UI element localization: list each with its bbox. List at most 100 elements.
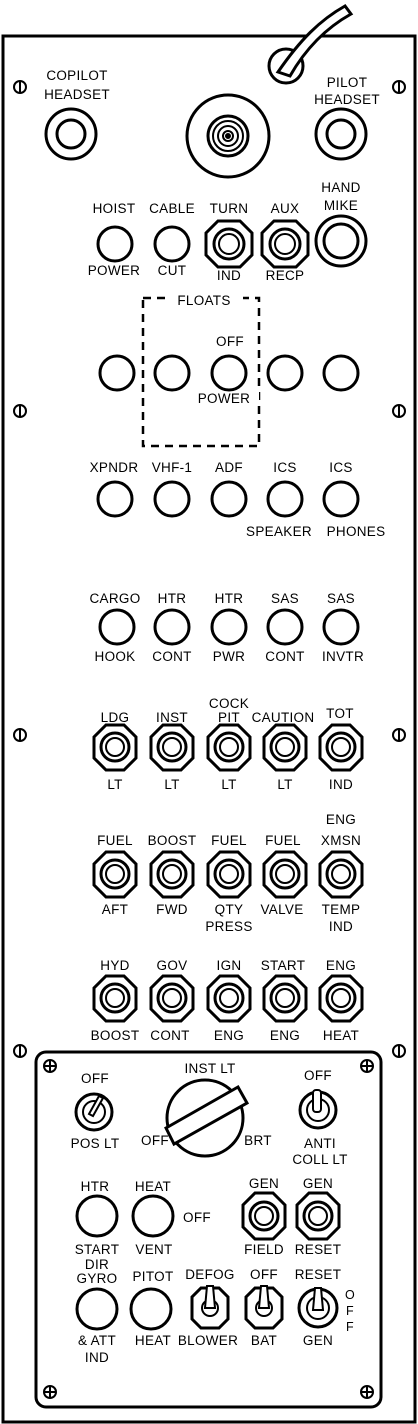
tot-ind-breaker[interactable] [318,723,364,772]
htr-pwr-breaker[interactable] [210,608,248,646]
breaker-blank-1[interactable] [98,354,136,392]
heat-label-2: HEAT [135,1333,171,1348]
heat-off-label: OFF [183,1210,211,1225]
cont-label-row7: CONT [150,1028,189,1043]
defog-blower-toggle[interactable] [190,1285,230,1330]
center-connector[interactable] [185,93,271,179]
gen-field-breaker[interactable] [241,1191,287,1241]
gyro-att-breaker[interactable] [75,1287,119,1331]
field-label: FIELD [244,1242,284,1257]
cock-label: COCK [209,696,249,711]
cable [267,4,354,85]
att-label: & ATT [78,1333,116,1348]
floats-breaker-1[interactable] [153,354,191,392]
ind-label-row6: IND [329,919,353,934]
hoist-power-breaker[interactable] [96,225,134,263]
boost-fwd-breaker[interactable] [149,850,195,899]
adf-breaker[interactable] [210,480,248,518]
valve-label: VALVE [260,902,303,917]
fuel-aft-breaker[interactable] [92,850,138,899]
cockpit-lt-breaker[interactable] [206,723,252,772]
xmsn-temp-breaker[interactable] [318,850,364,899]
floats-breaker-2[interactable] [210,354,248,392]
vhf-breaker[interactable] [153,480,191,518]
cont-label-1: CONT [152,649,191,664]
cont-label-2: CONT [265,649,304,664]
pitot-heat-breaker[interactable] [129,1287,173,1331]
cargo-hook-breaker[interactable] [98,608,136,646]
pilot-headset-jack[interactable] [314,107,368,161]
gen-label-1: GEN [249,1176,279,1191]
ics-label-1: ICS [273,460,296,475]
sas-cont-breaker[interactable] [266,608,304,646]
heat-vent-switch[interactable] [131,1194,175,1238]
heat-label-row7: HEAT [323,1028,359,1043]
ign-eng-breaker[interactable] [206,974,252,1023]
htr-start-breaker[interactable] [75,1194,119,1238]
gyro-label: GYRO [77,1271,118,1286]
cable-cut-breaker[interactable] [153,225,191,263]
breaker-blank-3[interactable] [322,354,360,392]
sas-invtr-breaker[interactable] [322,608,360,646]
ics-speaker-breaker[interactable] [266,480,304,518]
floats-off: OFF [216,334,244,349]
gov-label: GOV [157,958,188,973]
turn-ind-breaker[interactable] [204,219,254,269]
copilot-label-2: HEADSET [44,87,110,102]
hand-mike-jack[interactable] [314,214,368,268]
anti-coll-toggle[interactable] [298,1089,338,1130]
aux-recp-breaker[interactable] [260,219,310,269]
inst-lt-breaker[interactable] [149,723,195,772]
lt-label-1: LT [107,777,122,792]
ind-label-lower: IND [85,1350,109,1365]
start-eng-breaker[interactable] [262,974,308,1023]
caution-label: CAUTION [252,710,315,725]
heat-label-lower: HEAT [135,1179,171,1194]
pos-lt-toggle[interactable] [74,1092,114,1132]
bat-toggle[interactable] [244,1285,284,1330]
mike-label: MIKE [324,198,358,213]
copilot-headset-jack[interactable] [44,107,98,161]
sas-label-2: SAS [327,591,355,606]
xmsn-label: XMSN [321,833,361,848]
fuel-label-3: FUEL [265,833,301,848]
speaker-label: SPEAKER [246,524,312,539]
boost-label: BOOST [148,833,197,848]
recp-label: RECP [266,268,305,283]
gen-reset-breaker[interactable] [295,1191,341,1241]
fuel-valve-breaker[interactable] [262,850,308,899]
eng-heat-breaker[interactable] [318,974,364,1023]
inst-lt-knob[interactable] [164,1078,250,1158]
octagon-breakers-gen [241,1191,341,1241]
gov-cont-breaker[interactable] [149,974,195,1023]
hyd-boost-breaker[interactable] [92,974,138,1023]
xpndr-breaker[interactable] [96,480,134,518]
hyd-label: HYD [100,958,129,973]
screw-icon [13,728,27,742]
octagon-breakers-row5 [92,723,364,772]
screw-icon [13,404,27,418]
breaker-blank-2[interactable] [266,354,304,392]
ldg-lt-breaker[interactable] [92,723,138,772]
htr-label-lower: HTR [81,1179,110,1194]
eng-label-row7: ENG [326,958,356,973]
caution-lt-breaker[interactable] [262,723,308,772]
gen-reset-toggle[interactable] [297,1287,339,1329]
ics-phones-breaker[interactable] [322,480,360,518]
fuel-qty-breaker[interactable] [206,850,252,899]
octagon-breakers-row7 [92,974,364,1023]
subpanel-screws [43,1059,374,1399]
copilot-label: COPILOT [46,68,107,83]
htr-cont-breaker[interactable] [153,608,191,646]
boost-label-row7: BOOST [91,1028,140,1043]
screw-icon [43,1385,57,1399]
bat-label: BAT [251,1333,277,1348]
hand-label: HAND [321,180,360,195]
screw-icon [43,1059,57,1073]
vhf-label: VHF-1 [152,460,193,475]
qty-label: QTY [215,902,244,917]
start-label: START [261,958,306,973]
hook-label: HOOK [95,649,136,664]
hoist-label: HOIST [93,201,136,216]
power-label: POWER [88,263,141,278]
